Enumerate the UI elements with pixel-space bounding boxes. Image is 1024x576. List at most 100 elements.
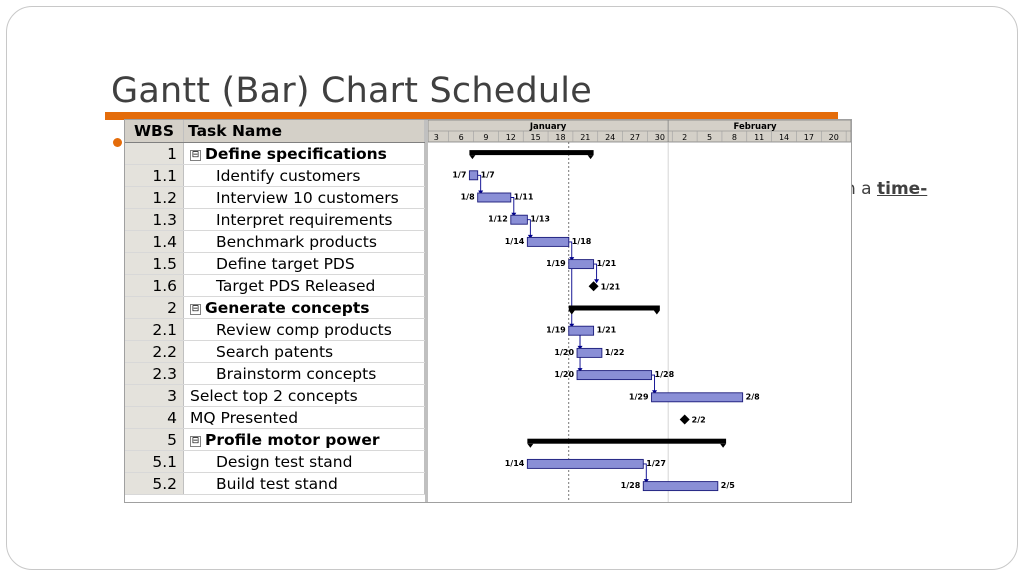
wbs-cell: 5.1 [125,450,184,473]
task-name-text: Interview 10 customers [216,188,399,207]
summary-cap-right [653,310,660,315]
tick-label: 18 [555,133,565,142]
dependency-link [571,263,594,327]
task-name-cell: Brainstorm concepts [183,362,425,385]
table-row[interactable]: 3 Select top 2 concepts [125,384,425,407]
bar-end-label: 1/22 [605,348,625,357]
table-row[interactable]: 2.2 Search patents [125,340,425,363]
gantt-timeline: January February 3 6 9 12 15 18 21 24 27 30 2 5 8 11 14 1… [428,120,851,502]
dependency-arrow [652,390,658,395]
table-row[interactable]: 5.2 Build test stand [125,472,425,495]
tick-label: 9 [483,133,488,142]
table-header-row: WBS Task Name [125,120,425,143]
bar-start-label: 1/28 [621,481,641,490]
tick-label: 27 [630,133,640,142]
bar-end-label: 1/28 [655,370,675,379]
table-row[interactable]: 1 ⊟ Define specifications [125,142,425,165]
task-bar [468,170,479,181]
bar-end-label: 1/27 [646,459,666,468]
wbs-cell: 1 [125,142,184,165]
tick-label: 6 [459,133,464,142]
milestone-diamond [679,414,690,425]
table-row[interactable]: 1.2 Interview 10 customers [125,186,425,209]
task-name-cell: Interpret requirements [183,208,425,231]
wbs-cell: 3 [125,384,184,407]
milestone-diamond [588,281,599,292]
summary-bar [568,305,660,311]
dependency-link [651,374,656,394]
task-name-cell: ⊟ Define specifications [183,142,425,165]
task-name-text: Search patents [216,342,334,361]
wbs-cell: 2 [125,296,184,319]
table-row[interactable]: 1.4 Benchmark products [125,230,425,253]
task-name-text: Interpret requirements [216,210,393,229]
task-name-cell: Interview 10 customers [183,186,425,209]
table-row[interactable]: 1.1 Identify customers [125,164,425,187]
task-name-cell: Identify customers [183,164,425,187]
task-name-cell: ⊟ Profile motor power [183,428,425,451]
slide-title: Gantt (Bar) Chart Schedule [111,71,592,111]
tick-label: 14 [779,133,789,142]
wbs-cell: 4 [125,406,184,429]
tick-label: 30 [655,133,665,142]
bar-start-label: 1/19 [546,326,566,335]
dependency-arrow [569,257,575,262]
bar-end-label: 2/8 [746,392,760,401]
task-name-text: Identify customers [216,166,361,185]
task-bar [568,259,595,270]
task-name-text: Build test stand [216,474,338,493]
bar-start-label: 1/7 [452,170,466,179]
partial-text-link[interactable]: time- [877,179,928,199]
dependency-arrow [577,368,583,373]
tick-label: 24 [605,133,615,142]
task-name-cell: MQ Presented [183,406,425,429]
task-name-text: Profile motor power [205,430,380,449]
table-row[interactable]: 2.1 Review comp products [125,318,425,341]
task-name-cell: Select top 2 concepts [183,384,425,407]
bar-end-label: 2/5 [721,481,735,490]
table-row[interactable]: 1.5 Define target PDS [125,252,425,275]
task-name-text: MQ Presented [190,408,299,427]
dependency-arrow [527,234,533,239]
task-bar [642,481,719,492]
tick-label: 8 [732,133,737,142]
gantt-svg: January February 3 6 9 12 15 18 21 24 27 30 2 5 8 11 14 1… [428,120,851,502]
dependency-link [527,219,531,238]
summary-cap-right [720,443,727,448]
table-row[interactable]: 1.3 Interpret requirements [125,208,425,231]
collapse-icon[interactable]: ⊟ [190,303,201,315]
tick-label: 12 [506,133,516,142]
bar-start-label: 1/14 [505,459,525,468]
wbs-cell: 1.6 [125,274,184,297]
wbs-header: WBS [125,120,184,143]
task-bar [526,458,644,469]
task-name-text: Define specifications [205,144,387,163]
dependency-link [568,241,573,261]
bar-end-label: 1/13 [530,215,550,224]
wbs-cell: 2.3 [125,362,184,385]
task-name-cell: Search patents [183,340,425,363]
task-name-cell: Target PDS Released [183,274,425,297]
task-name-cell: Define target PDS [183,252,425,275]
wbs-cell: 5.2 [125,472,184,495]
task-name-header: Task Name [183,120,425,143]
wbs-cell: 1.1 [125,164,184,187]
collapse-icon[interactable]: ⊟ [190,435,201,447]
task-name-text: Generate concepts [205,298,370,317]
dependency-link [510,197,515,216]
dependency-arrow [511,212,517,217]
summary-bar [469,150,594,156]
bullet-icon [113,138,122,147]
tick-label: 2 [682,133,687,142]
table-row[interactable]: 1.6 Target PDS Released [125,274,425,297]
task-bar [576,347,603,358]
collapse-icon[interactable]: ⊟ [190,149,201,161]
table-row[interactable]: 2.3 Brainstorm concepts [125,362,425,385]
table-row[interactable]: 4 MQ Presented [125,406,425,429]
task-name-text: Select top 2 concepts [190,386,358,405]
table-row[interactable]: 2 ⊟ Generate concepts [125,296,425,319]
gantt-chart-image: WBS Task Name 1 ⊟ Define specifications 1.1… [124,119,852,503]
table-row[interactable]: 5.1 Design test stand [125,450,425,473]
table-row[interactable]: 5 ⊟ Profile motor power [125,428,425,451]
task-bar [477,192,512,203]
